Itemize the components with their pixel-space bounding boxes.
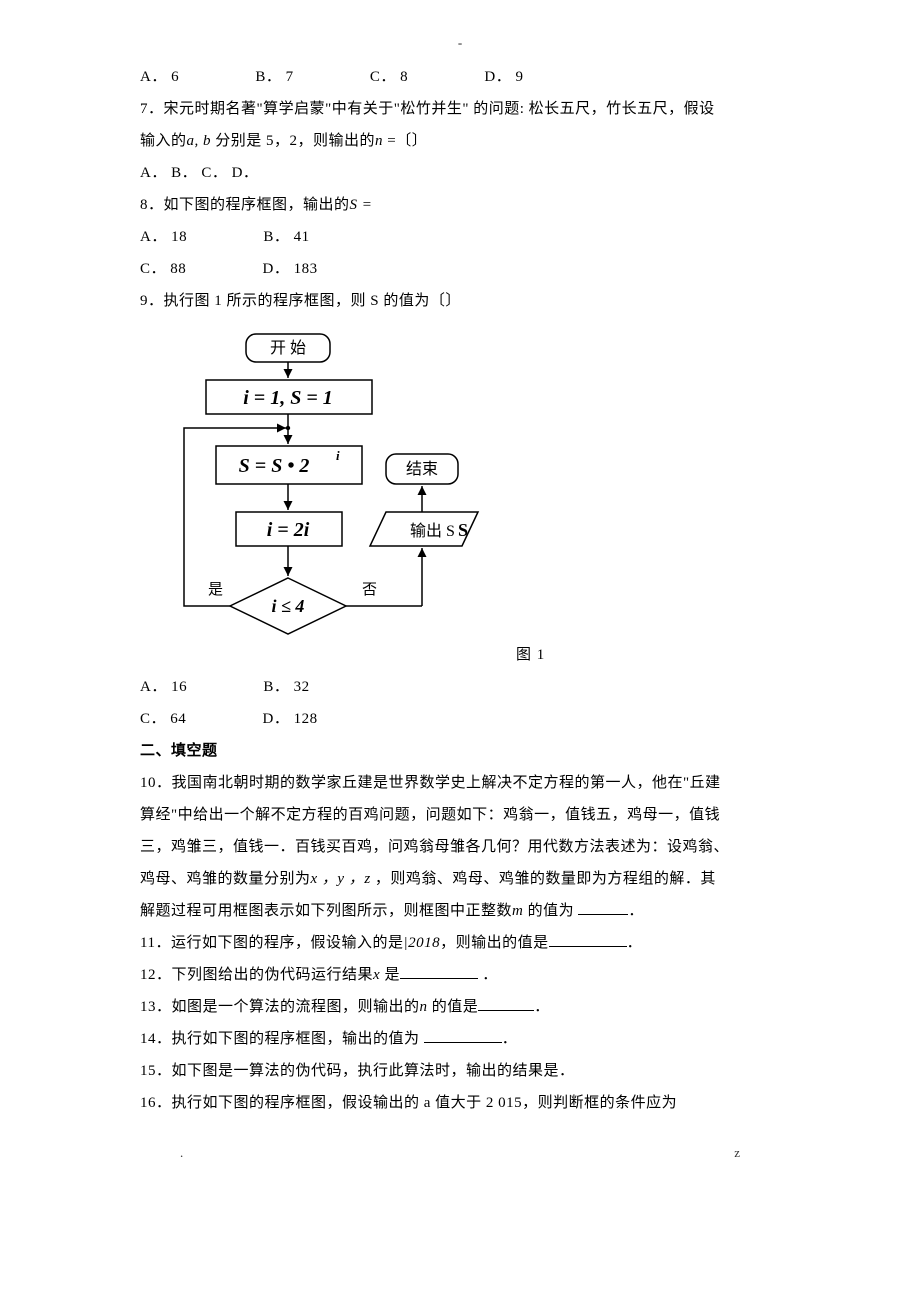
svg-text:输出 S: 输出 S [410,522,455,540]
q10-line3: 三，鸡雏三，值钱一．百钱买百鸡，问鸡翁母雏各几何？用代数方法表述为：设鸡翁、 [140,832,780,862]
q10-line2: 算经"中给出一个解不定方程的百鸡问题，问题如下：鸡翁一，值钱五，鸡母一，值钱 [140,800,780,830]
q12: 12．下列图给出的伪代码运行结果x 是 ． [140,960,780,990]
svg-text:否: 否 [362,582,377,598]
svg-text:S = S • 2: S = S • 2 [239,455,310,477]
q10-line1: 10．我国南北朝时期的数学家丘建是世界数学史上解决不定方程的第一人，他在"丘建 [140,768,780,798]
q9-options-row2: C． 64 D． 128 [140,704,780,734]
svg-text:S: S [458,520,468,540]
q8-stem: 8．如下图的程序框图，输出的S = [140,190,780,220]
page-footer: . z [180,1140,740,1166]
page-top-dash: - [0,30,920,56]
svg-text:i ≤ 4: i ≤ 4 [272,596,305,616]
q7-options: A． B． C． D． [140,158,780,188]
q8-options-row2: C． 88 D． 183 [140,254,780,284]
q7-line1: 7．宋元时期名著"算学启蒙"中有关于"松竹并生" 的问题: 松长五尺，竹长五尺，… [140,94,780,124]
q8-options-row1: A． 18 B． 41 [140,222,780,252]
svg-text:i = 1, S = 1: i = 1, S = 1 [243,387,332,409]
q13: 13．如图是一个算法的流程图，则输出的n 的值是． [140,992,780,1022]
q14: 14．执行如下图的程序框图，输出的值为 ． [140,1024,780,1054]
q9-stem: 9．执行图 1 所示的程序框图，则 S 的值为〔〕 [140,286,780,316]
flowchart-figure: 开 始 i = 1, S = 1 S = S • 2 i i = 2i i ≤ … [164,326,504,666]
svg-text:是: 是 [208,582,223,598]
q6-options: A． 6 B． 7 C． 8 D． 9 [140,62,780,92]
q11: 11．运行如下图的程序，假设输入的是|2018，则输出的值是． [140,928,780,958]
svg-text:开 始: 开 始 [270,339,306,357]
svg-text:i: i [336,448,340,463]
q9-options-row1: A． 16 B． 32 [140,672,780,702]
q10-line4: 鸡母、鸡雏的数量分别为x ，y ，z ，则鸡翁、鸡母、鸡雏的数量即为方程组的解．… [140,864,780,894]
q16: 16．执行如下图的程序框图，假设输出的 a 值大于 2 015，则判断框的条件应… [140,1088,780,1118]
q10-line5: 解题过程可用框图表示如下列图所示，则框图中正整数m 的值为 ． [140,896,780,926]
section-2-heading: 二、填空题 [140,736,780,766]
q15: 15．如下图是一算法的伪代码，执行此算法时，输出的结果是． [140,1056,780,1086]
figure-1-caption: 图 1 [516,640,545,670]
svg-text:i = 2i: i = 2i [267,519,310,541]
svg-text:结束: 结束 [406,460,438,478]
q7-line2: 输入的a, b 分别是 5，2，则输出的n =〔〕 [140,126,780,156]
